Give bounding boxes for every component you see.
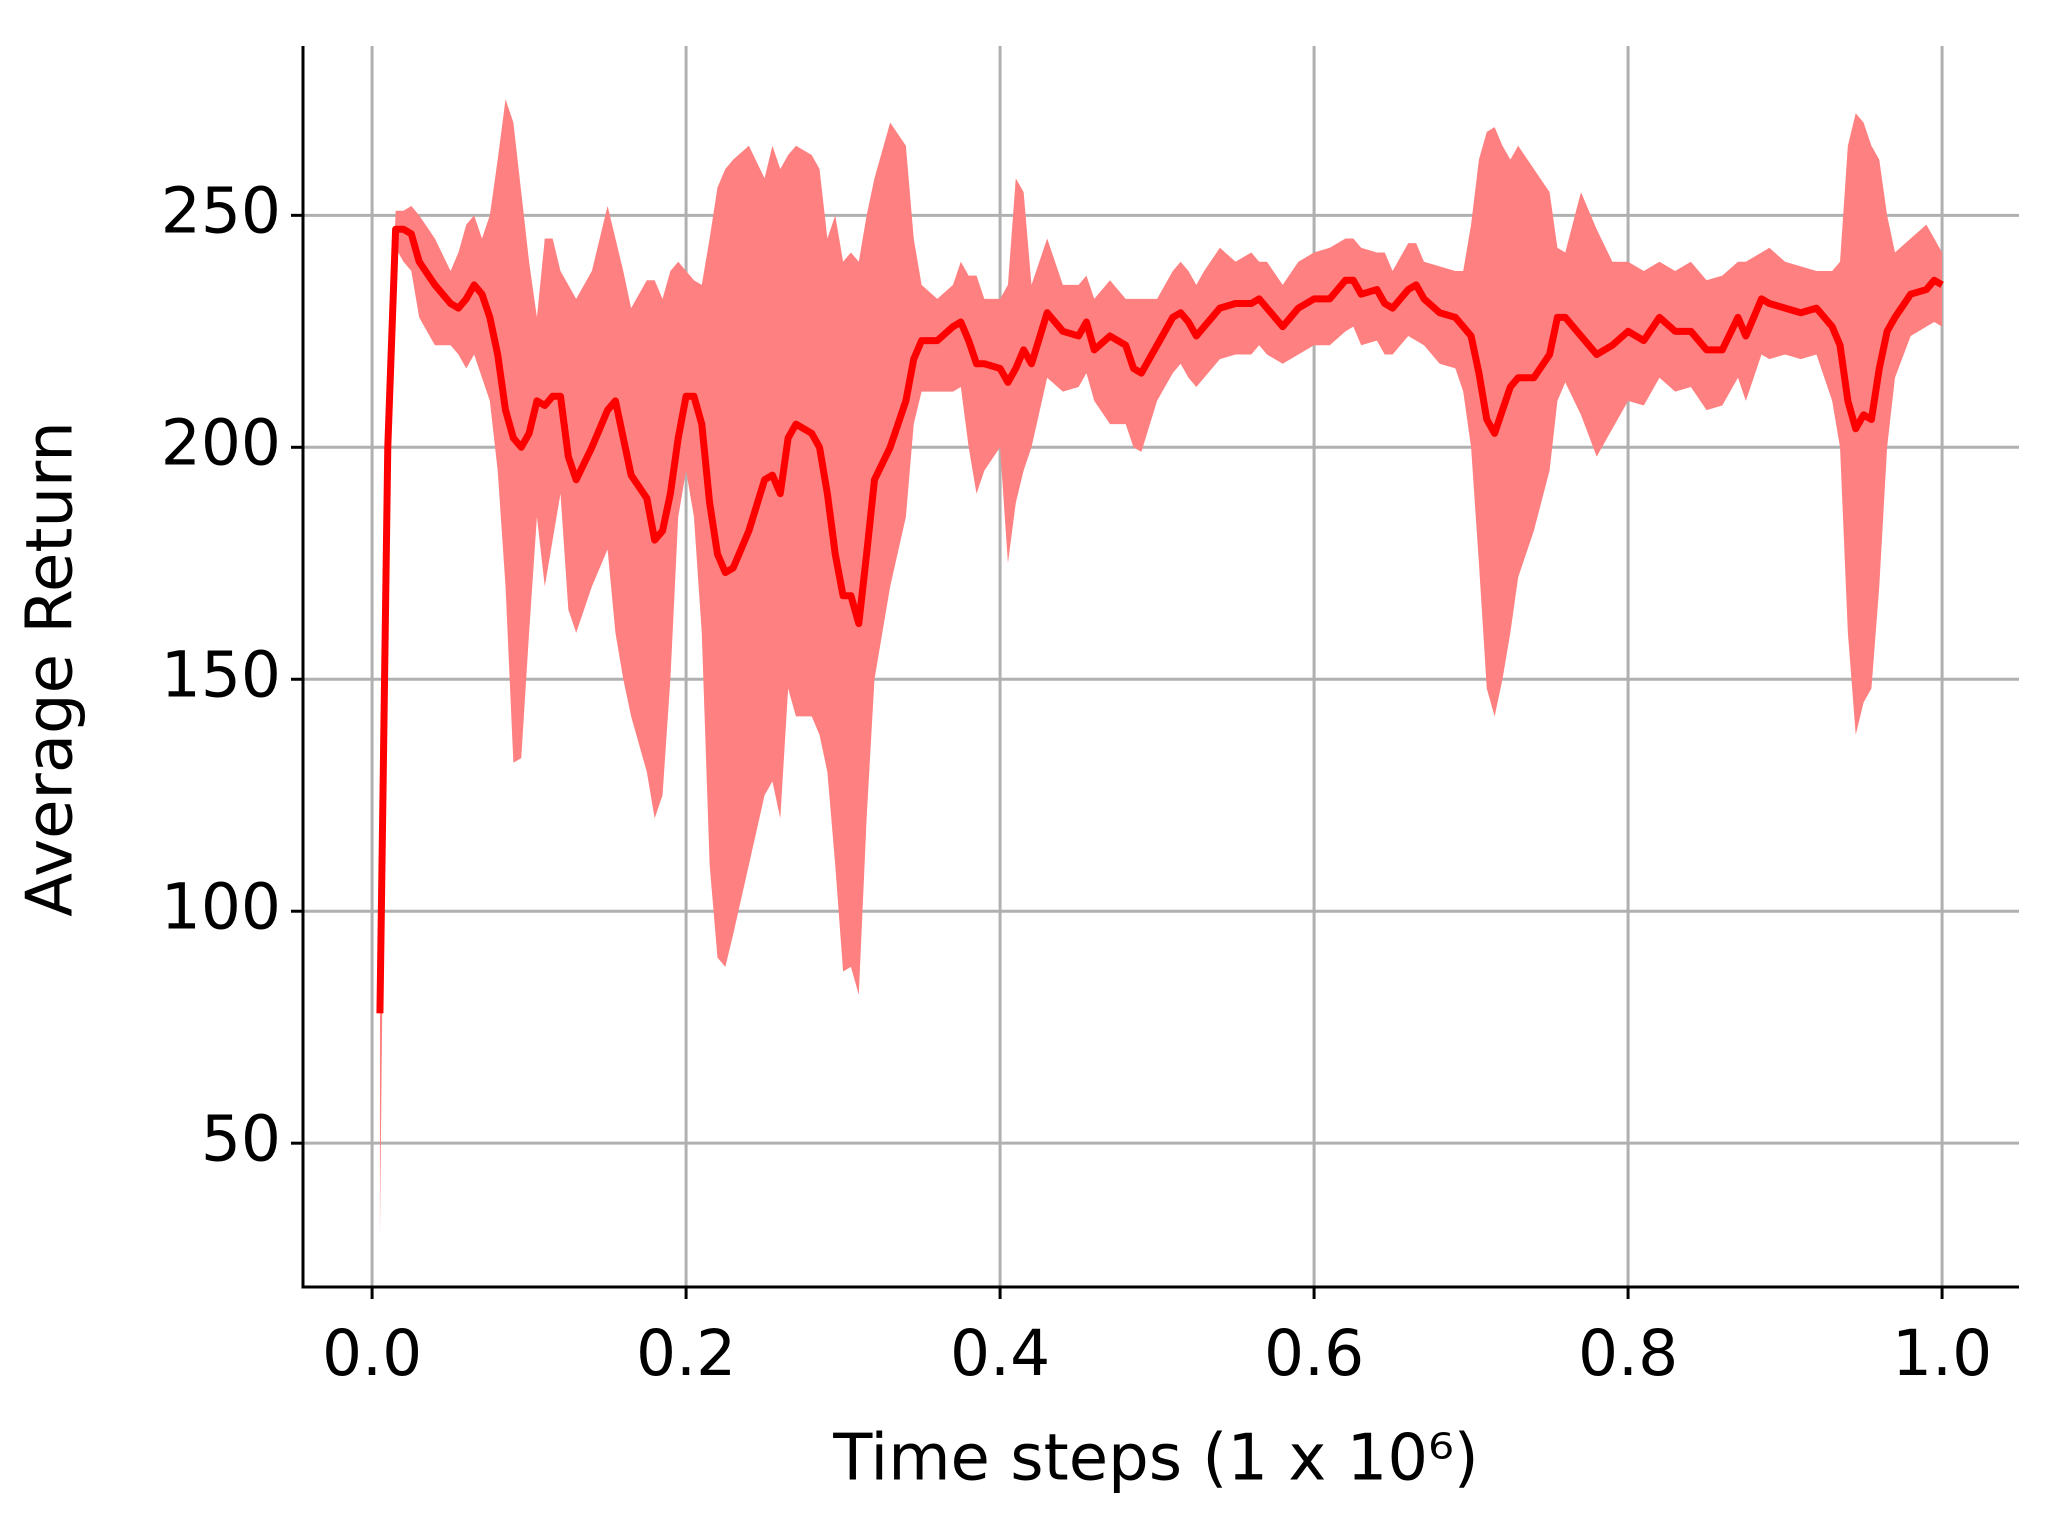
y-tick-label: 200 <box>161 406 281 479</box>
x-tick-label: 0.4 <box>950 1317 1050 1390</box>
y-axis-label: Average Return <box>14 421 88 917</box>
line <box>376 225 1944 1014</box>
x-tick-label: 0.8 <box>1578 1317 1678 1390</box>
x-tick-label: 1.0 <box>1892 1317 1992 1390</box>
y-tick-label: 250 <box>161 174 281 247</box>
y-tick-label: 100 <box>161 870 281 943</box>
x-tick-label: 0.6 <box>1264 1317 1364 1390</box>
y-tick-label: 50 <box>201 1102 281 1175</box>
x-tick-label: 0.2 <box>636 1317 736 1390</box>
x-tick-label: 0.0 <box>322 1317 422 1390</box>
band <box>379 99 1943 1236</box>
y-tick-label: 150 <box>161 638 281 711</box>
x-axis-label: Time steps (1 x 10⁶) <box>832 1422 1478 1496</box>
